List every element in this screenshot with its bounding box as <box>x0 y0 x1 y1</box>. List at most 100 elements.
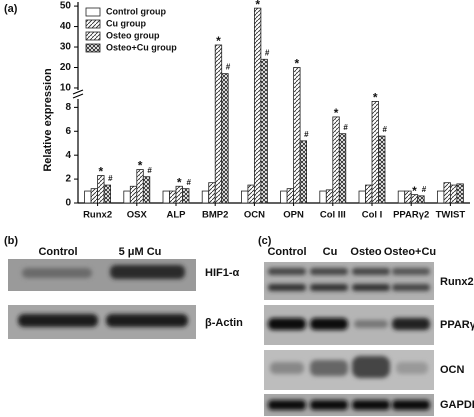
bar <box>142 176 151 204</box>
panel-label: (c) <box>258 235 272 247</box>
blot <box>8 259 196 291</box>
bar <box>417 195 425 204</box>
y-tick-label: 40 <box>60 21 72 32</box>
bar <box>169 190 177 204</box>
significance-marker: # <box>304 130 309 139</box>
legend-swatch <box>85 7 101 17</box>
x-tick-label: TWIST <box>436 210 466 221</box>
bar <box>90 188 98 204</box>
bar <box>280 190 288 204</box>
bar <box>319 190 327 204</box>
x-tick-label: OPN <box>283 210 304 221</box>
x-tick-label: BMP2 <box>202 210 228 221</box>
y-tick-label: 2 <box>65 174 71 185</box>
x-tick-label: ALP <box>167 210 187 221</box>
bar <box>221 73 229 204</box>
row-label: PPARγ2 <box>440 319 474 331</box>
bar <box>253 7 262 204</box>
blot <box>264 262 434 300</box>
legend-label: Cu group <box>106 18 146 28</box>
bar <box>84 190 92 204</box>
significance-marker: * <box>334 106 339 120</box>
significance-marker: # <box>383 125 388 134</box>
x-tick-label: Col I <box>362 210 383 221</box>
significance-marker: # <box>343 123 348 132</box>
bar <box>136 169 144 204</box>
bar <box>358 190 366 204</box>
column-label: 5 μM Cu <box>119 246 162 258</box>
significance-marker: * <box>295 57 300 71</box>
panel-label: (a) <box>4 3 18 15</box>
bar <box>443 182 451 204</box>
y-tick-label: 30 <box>60 42 72 53</box>
bar <box>201 190 210 204</box>
legend-label: Osteo+Cu group <box>106 42 177 52</box>
row-label: β-Actin <box>205 317 243 329</box>
bar <box>260 58 268 204</box>
panel-label: (b) <box>4 235 18 247</box>
significance-marker: # <box>422 185 427 194</box>
row-label: GAPDH <box>440 399 474 411</box>
significance-marker: # <box>226 63 231 72</box>
significance-marker: # <box>187 178 192 187</box>
bar <box>397 190 406 204</box>
bar <box>97 175 105 204</box>
significance-marker: * <box>255 0 260 11</box>
y-tick-label: 4 <box>65 150 71 161</box>
y-tick-label: 6 <box>65 126 71 137</box>
bar <box>214 44 223 204</box>
significance-marker: * <box>412 184 417 198</box>
row-label: HIF1-α <box>205 267 240 279</box>
axis-break <box>72 93 84 99</box>
significance-marker: * <box>177 175 182 189</box>
bar <box>332 116 340 204</box>
column-label: Control <box>38 246 77 258</box>
axis-break <box>72 89 84 95</box>
column-label: Osteo <box>350 246 381 258</box>
bar <box>286 188 295 204</box>
y-tick-label: 8 <box>65 102 71 113</box>
bar <box>404 190 412 204</box>
y-tick-label: 0 <box>65 198 71 209</box>
row-label: Runx2 <box>440 276 474 288</box>
bar <box>240 190 249 204</box>
column-label: Control <box>267 246 306 258</box>
bar <box>182 188 190 204</box>
x-tick-label: Runx2 <box>83 210 112 221</box>
bar <box>247 184 255 204</box>
bar <box>123 190 131 204</box>
x-tick-label: PPARγ2 <box>393 210 429 221</box>
legend-label: Osteo group <box>106 30 160 40</box>
x-tick-label: OSX <box>127 210 148 221</box>
bar <box>449 184 458 204</box>
bar <box>162 190 170 204</box>
blot <box>264 350 434 390</box>
bar <box>371 100 379 204</box>
blot <box>264 394 434 416</box>
blot <box>8 305 196 339</box>
bar <box>299 140 308 204</box>
x-tick-label: Col III <box>320 210 346 221</box>
y-tick-label: 20 <box>60 62 72 73</box>
bar <box>378 135 386 204</box>
significance-marker: * <box>373 91 378 105</box>
bar <box>365 184 373 204</box>
column-label: Cu <box>323 246 338 258</box>
bar <box>129 185 138 204</box>
column-label: Osteo+Cu <box>384 246 436 258</box>
y-axis-label: Relative expression <box>42 68 54 172</box>
significance-marker: * <box>216 34 221 48</box>
bar <box>103 184 111 204</box>
significance-marker: # <box>265 48 270 57</box>
legend-label: Control group <box>106 6 166 16</box>
bar <box>456 183 464 204</box>
significance-marker: # <box>147 166 152 175</box>
bar <box>293 67 301 204</box>
legend-swatch <box>85 19 101 29</box>
row-label: OCN <box>440 364 465 376</box>
bar <box>208 182 216 204</box>
bar <box>325 189 334 204</box>
bar <box>338 133 347 204</box>
bar <box>436 190 445 204</box>
